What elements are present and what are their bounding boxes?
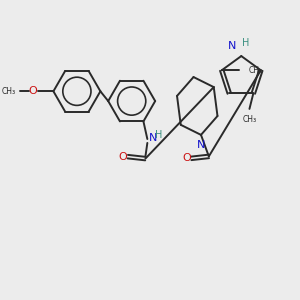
Text: CH₃: CH₃ — [1, 87, 15, 96]
Text: O: O — [28, 86, 37, 96]
Text: CH₃: CH₃ — [248, 66, 262, 75]
Text: N: N — [228, 41, 236, 51]
Text: N: N — [197, 140, 205, 150]
Text: H: H — [242, 38, 250, 48]
Text: O: O — [118, 152, 127, 162]
Text: CH₃: CH₃ — [242, 115, 256, 124]
Text: H: H — [155, 130, 163, 140]
Text: O: O — [182, 153, 191, 164]
Text: N: N — [149, 133, 158, 143]
